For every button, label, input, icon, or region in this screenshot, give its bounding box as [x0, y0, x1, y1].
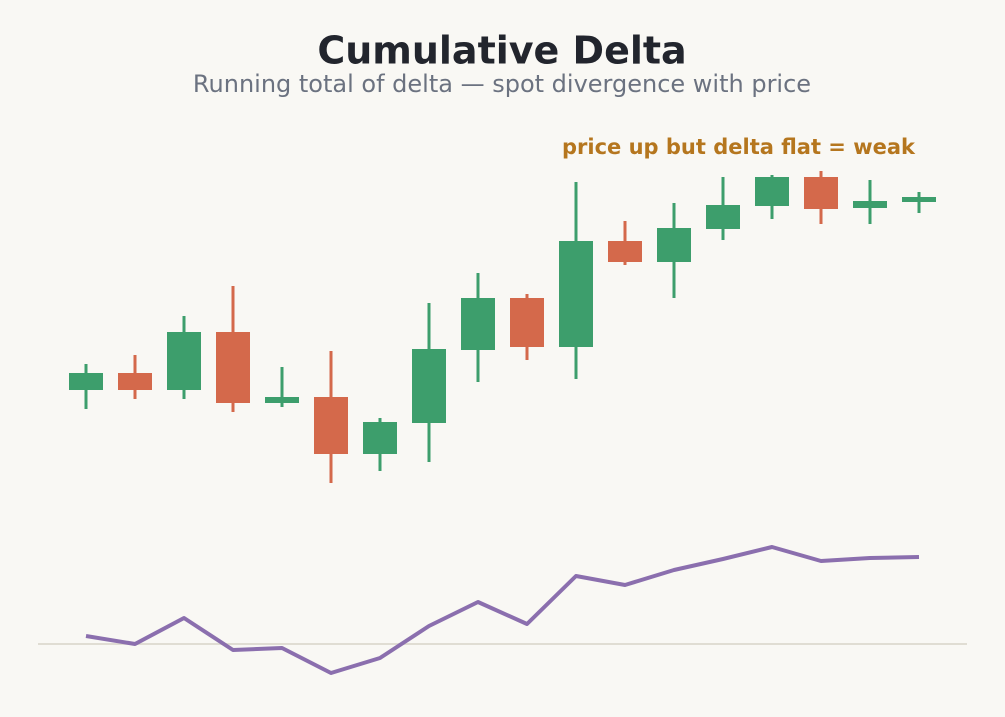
candle-body [706, 205, 740, 229]
candle-body [559, 241, 593, 347]
annotation: price up but delta flat = weak [562, 135, 916, 159]
candle-body [363, 422, 397, 454]
candle-body [69, 373, 103, 390]
candle-body [755, 177, 789, 206]
candle-body [510, 298, 544, 347]
candle-body [167, 332, 201, 390]
chart-subtitle: Running total of delta — spot divergence… [193, 70, 811, 98]
candle-body [853, 201, 887, 208]
candle-body [265, 397, 299, 403]
candle-body [118, 373, 152, 390]
candle-body [657, 228, 691, 262]
delta-line [85, 545, 920, 675]
candle-body [412, 349, 446, 423]
candle-body [314, 397, 348, 454]
chart-title: Cumulative Delta [317, 29, 686, 73]
candle-body [216, 332, 250, 403]
candle-body [902, 197, 936, 202]
candle-body [461, 298, 495, 350]
candle-body [608, 241, 642, 262]
candle-body [804, 177, 838, 209]
